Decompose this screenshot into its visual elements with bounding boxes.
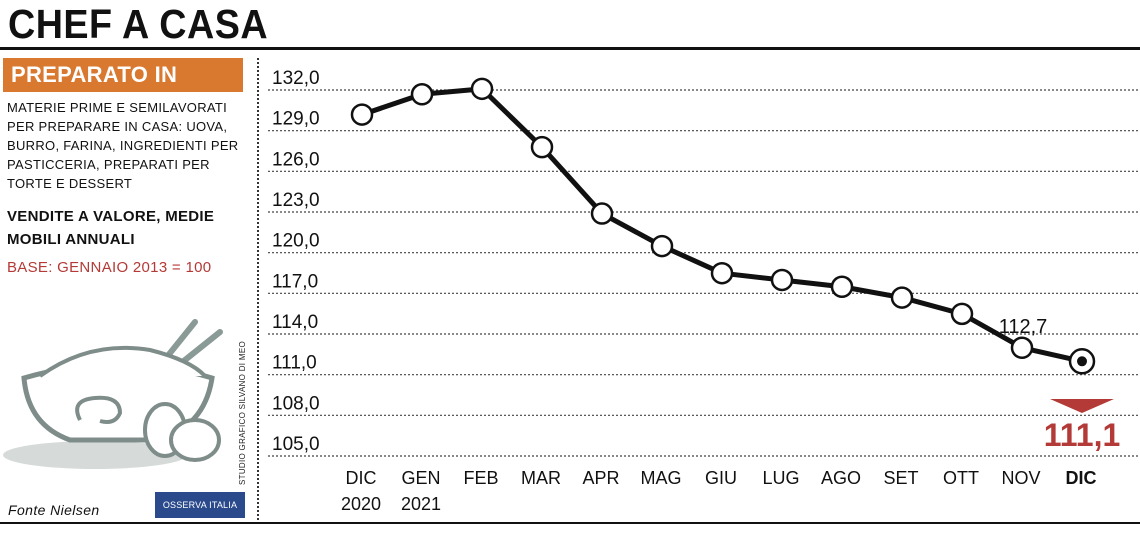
x-tick-label: MAG [640, 468, 681, 488]
data-point [830, 275, 854, 299]
y-tick-label: 132,0 [272, 68, 320, 89]
y-tick-label: 105,0 [272, 434, 320, 455]
final-value-label: 111,1 [1044, 417, 1121, 453]
bottom-rule [0, 522, 1140, 524]
data-point [530, 135, 554, 159]
x-tick-label: SET [883, 468, 918, 488]
osserva-italia-logo: OSSERVA ITALIA [155, 492, 245, 518]
measure-description: VENDITE A VALORE, MEDIE MOBILI ANNUALI [7, 208, 215, 248]
panel-divider [257, 58, 259, 520]
series-line [361, 86, 1083, 364]
mixing-bowl-illustration [3, 319, 223, 469]
y-tick-label: 111,0 [272, 353, 317, 374]
data-point-center [1077, 356, 1087, 367]
x-tick-label: MAR [521, 468, 561, 488]
data-point [770, 268, 794, 292]
data-point [350, 103, 374, 126]
data-point [410, 83, 434, 106]
data-point [590, 202, 614, 225]
chart-title: CHEF A CASA [8, 1, 269, 47]
x-tick-label: FEB [463, 468, 498, 488]
x-tick-year: 2021 [401, 494, 441, 514]
data-point [650, 234, 674, 258]
data-point [470, 77, 494, 101]
x-tick-label: DIC [346, 468, 377, 488]
y-tick-label: 108,0 [272, 393, 320, 414]
base-note: BASE: GENNAIO 2013 = 100 [7, 259, 212, 276]
x-tick-label: OTT [943, 468, 979, 488]
y-tick-label: 114,0 [272, 312, 318, 333]
top-rule [0, 47, 1140, 50]
x-tick-label: GIU [705, 468, 737, 488]
data-point [710, 261, 734, 285]
x-tick-label: NOV [1001, 468, 1040, 488]
logo-text: OSSERVA ITALIA [162, 500, 238, 510]
x-tick-label: AGO [821, 468, 861, 488]
x-tick-label: DIC [1066, 468, 1097, 488]
y-tick-label: 120,0 [272, 231, 320, 252]
data-point [1010, 336, 1034, 360]
category-badge: PREPARATO IN CASA [3, 58, 243, 121]
data-label: 112,7 [999, 316, 1048, 338]
y-tick-label: 129,0 [272, 109, 320, 130]
x-tick-year: 2020 [341, 494, 381, 514]
y-tick-label: 126,0 [272, 149, 320, 170]
category-description: MATERIE PRIME E SEMILAVORATI PER PREPARA… [7, 100, 239, 191]
source-note: Fonte Nielsen [8, 502, 100, 518]
y-tick-label: 117,0 [272, 271, 318, 292]
data-point [950, 302, 974, 326]
y-tick-label: 123,0 [272, 190, 320, 211]
x-tick-label: APR [582, 468, 619, 488]
x-tick-label: GEN [401, 468, 440, 488]
x-tick-label: LUG [762, 468, 799, 488]
data-point [890, 286, 914, 309]
final-value-arrow [1050, 399, 1114, 413]
